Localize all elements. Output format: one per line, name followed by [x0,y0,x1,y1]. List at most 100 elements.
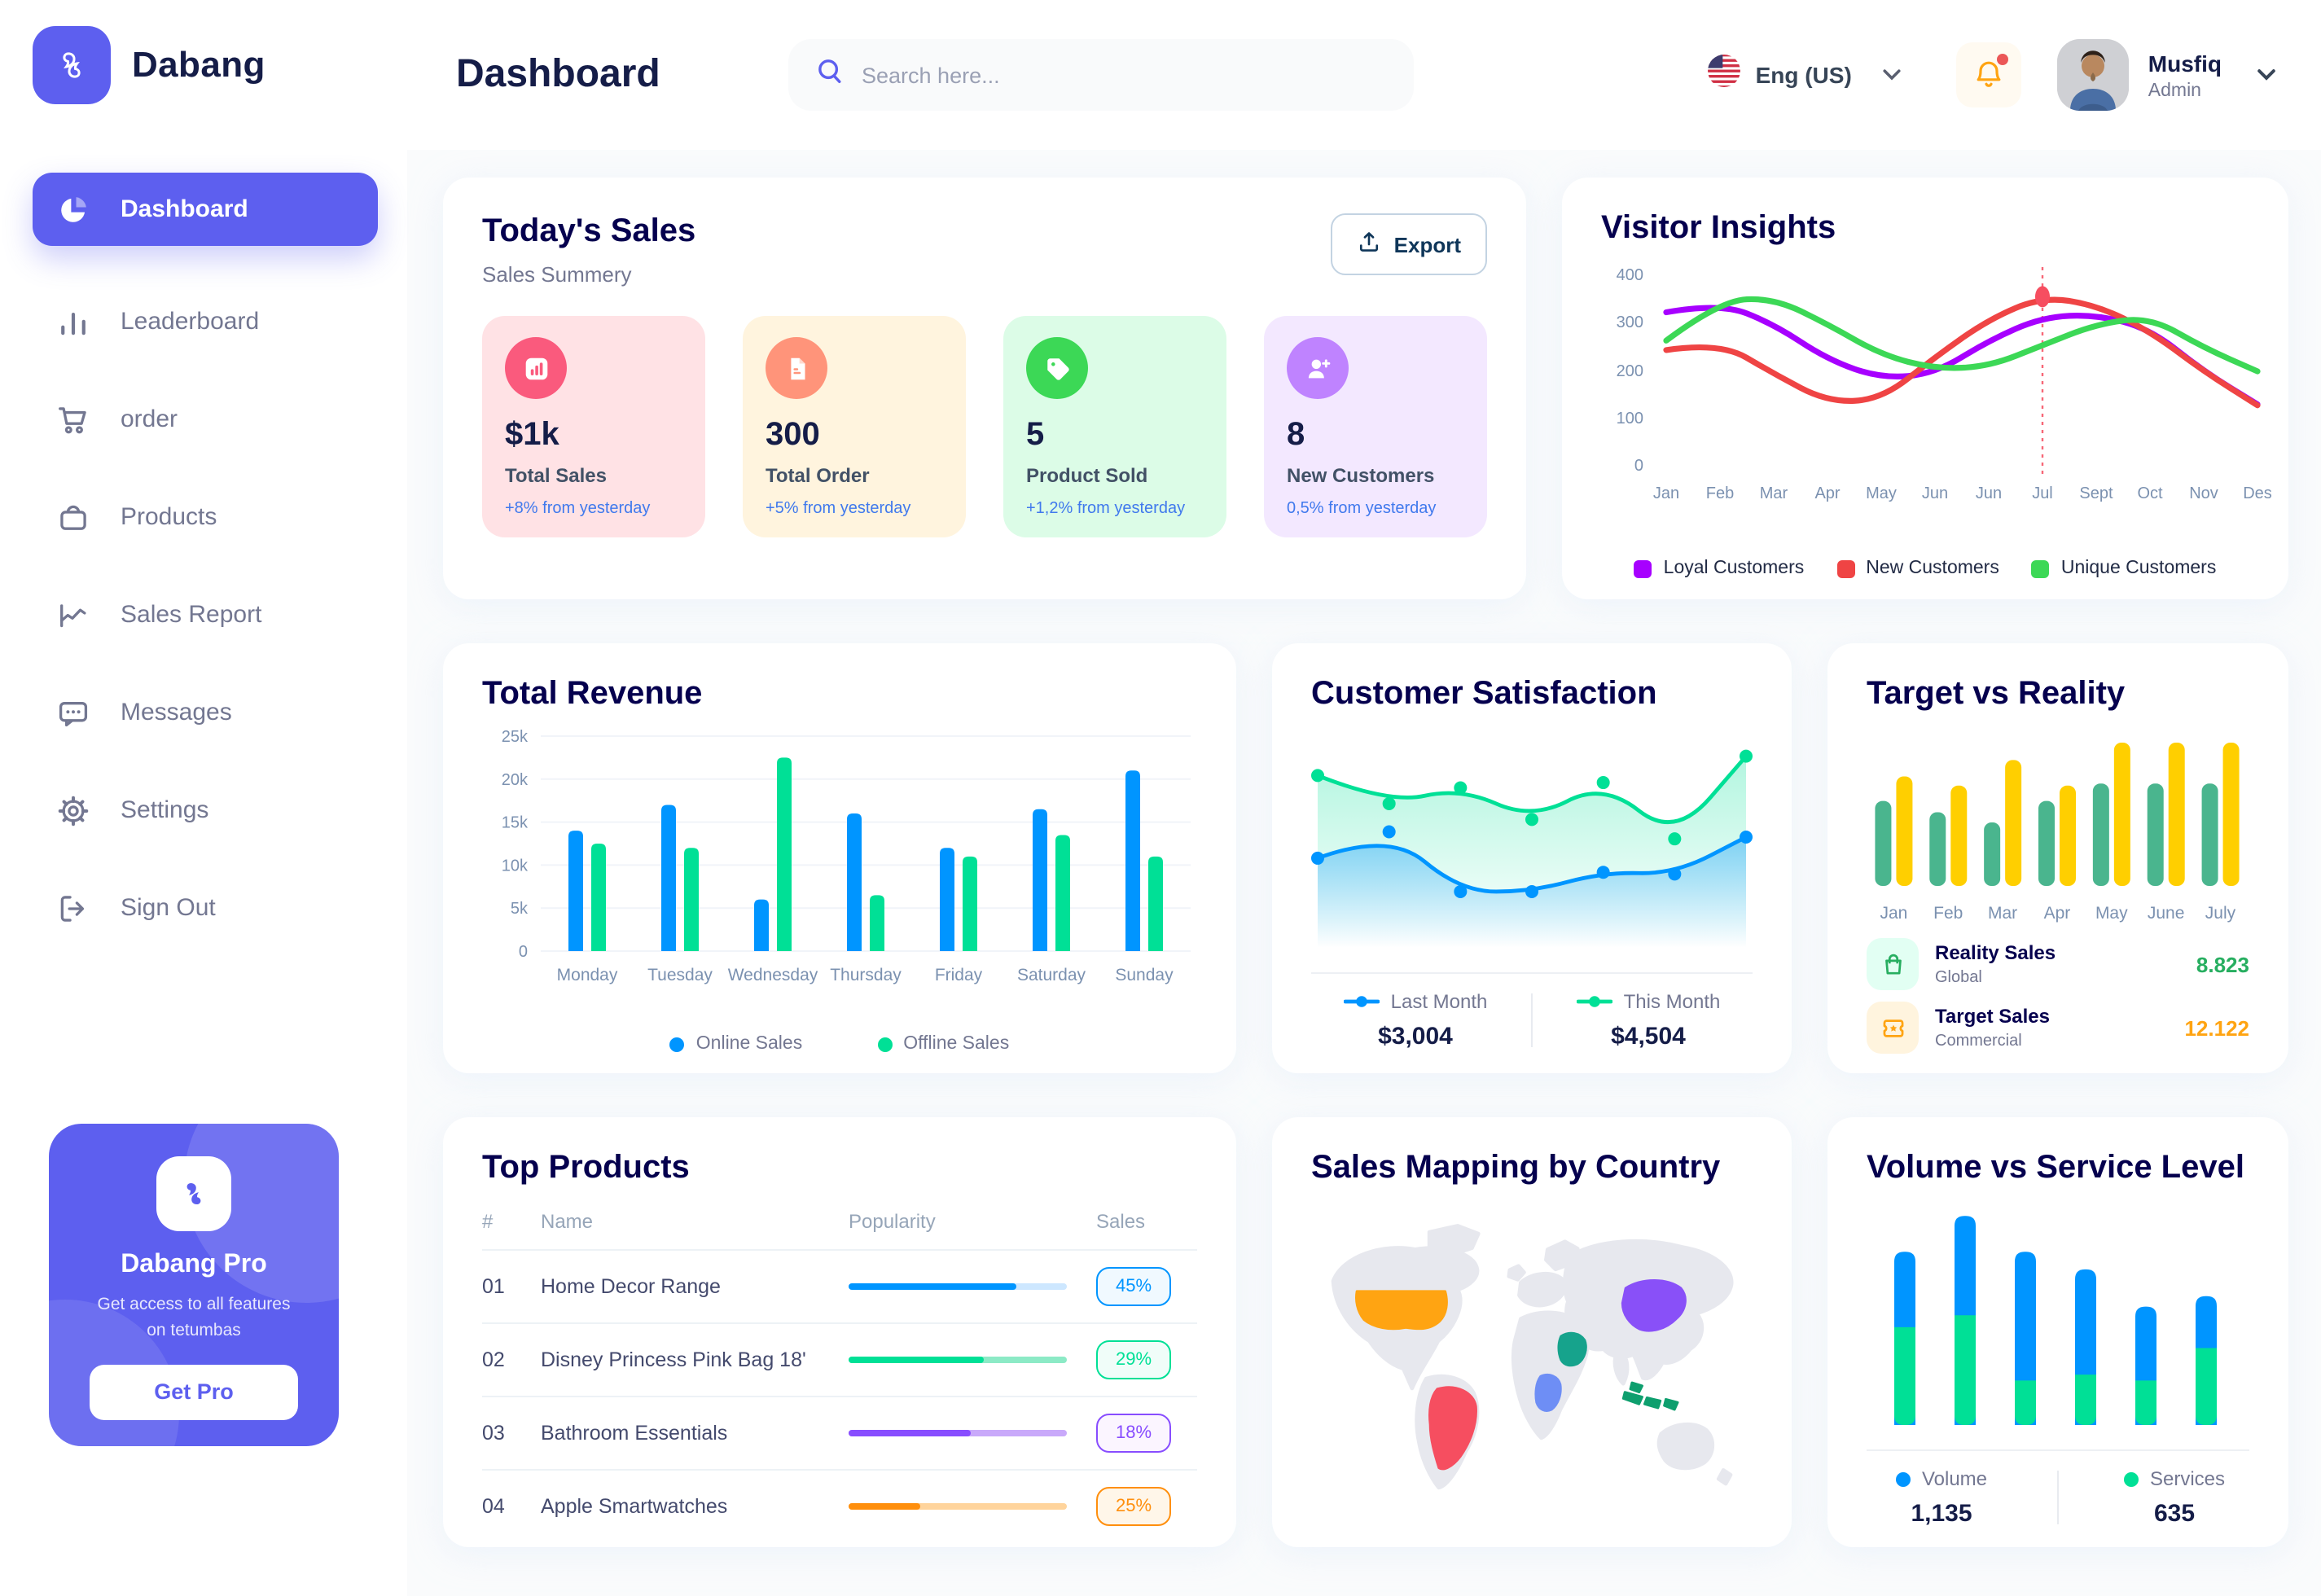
pro-upgrade-card: Dabang Pro Get access to all features on… [49,1124,339,1446]
language-label: Eng (US) [1755,62,1852,88]
svg-text:5k: 5k [511,900,529,918]
country-united-states [1355,1290,1448,1331]
gear-icon [55,792,91,828]
divider [2057,1471,2059,1524]
target-sales-row: Target Sales Commercial 12.122 [1867,1002,2249,1054]
sales-mapping-card: Sales Mapping by Country [1272,1117,1792,1547]
order-file-icon [766,337,827,399]
sidebar-item-label: Sales Report [121,601,262,629]
table-row: 04 Apple Smartwatches 25% [482,1471,1197,1542]
popularity-bar [849,1503,1067,1510]
page-title: Dashboard [456,52,660,96]
x-axis-labels: Jan Feb Mar Apr May June July [1880,904,2236,923]
search-bar [788,39,1414,111]
table-row: 01 Home Decor Range 45% [482,1251,1197,1324]
chevron-down-icon [2257,60,2275,90]
total-revenue-legend: Online Sales Offline Sales [443,1034,1236,1054]
sidebar: Dabang Dashboard Leaderboard order [0,0,407,1596]
sidebar-item-settings[interactable]: Settings [33,774,378,847]
search-icon [814,55,845,94]
us-flag-icon [1707,54,1741,96]
message-icon [55,695,91,730]
pro-logo-icon [156,1156,231,1231]
india [1612,1349,1630,1386]
language-selector[interactable]: Eng (US) [1707,54,1901,96]
search-input[interactable] [862,63,1388,87]
export-button[interactable]: Export [1330,213,1487,275]
table-header: # Name Popularity Sales [482,1210,1197,1251]
sidebar-item-messages[interactable]: Messages [33,676,378,749]
y-axis-labels: 400 300 200 100 0 [1616,267,1643,476]
user-name: Musfiq [2148,50,2222,76]
table-row: 02 Disney Princess Pink Bag 18' 29% [482,1324,1197,1397]
brand-name: Dabang [132,44,265,85]
customer-satisfaction-chart [1311,749,1753,948]
svg-text:Sunday: Sunday [1115,966,1174,984]
sidebar-item-order[interactable]: order [33,383,378,456]
world-map [1331,1224,1734,1490]
pie-chart-icon [55,191,91,227]
sidebar-item-label: Products [121,503,217,531]
svg-text:Tuesday: Tuesday [647,966,713,984]
stat-new-customers: 8 New Customers 0,5% from yesterday [1264,316,1487,537]
country-dr-congo [1534,1373,1562,1412]
target-vs-reality-legend: Reality Sales Global 8.823 Target Sales … [1867,938,2249,1054]
visitor-insights-card: Visitor Insights 400 300 200 100 0 Jan Feb Mar… [1562,178,2288,599]
line-marker-icon [1576,996,1612,1007]
sidebar-item-label: Messages [121,699,232,726]
sidebar-item-leaderboard[interactable]: Leaderboard [33,285,378,358]
svg-text:Friday: Friday [935,966,983,984]
sign-out-icon [55,890,91,926]
sidebar-item-label: Dashboard [121,195,248,223]
todays-sales-subtitle: Sales Summery [482,262,632,287]
line-chart-icon [55,597,91,633]
visitor-insights-chart: 400 300 200 100 0 Jan Feb Mar Apr May Jun Jun Jul Se… [1601,267,2272,515]
popularity-bar [849,1430,1067,1436]
sales-badge: 45% [1096,1267,1171,1306]
top-products-card: Top Products # Name Popularity Sales 01 … [443,1117,1236,1547]
divider [1531,993,1533,1047]
pro-description: Get access to all features on tetumbas [97,1295,291,1341]
customer-satisfaction-card: Customer Satisfaction Last Month $3,004 … [1272,643,1792,1073]
notifications-button[interactable] [1955,42,2021,107]
export-icon [1357,230,1381,259]
sales-mapping-title: Sales Mapping by Country [1311,1150,1721,1186]
customer-satisfaction-legend: Last Month $3,004 This Month $4,504 [1272,990,1792,1050]
sidebar-item-sales-report[interactable]: Sales Report [33,578,378,651]
australia [1656,1422,1715,1471]
get-pro-button[interactable]: Get Pro [90,1364,298,1420]
total-revenue-chart: 25k 20k 15k 10k 5k 0 Monday Tuesday Wednesday Thu… [502,728,1191,984]
target-vs-reality-title: Target vs Reality [1867,676,2126,712]
ticket-icon [1867,1002,1919,1054]
country-indonesia [1621,1381,1679,1411]
volume-service-chart [1894,1216,2217,1425]
total-revenue-card: Total Revenue 25k 20k 15k 10k 5k 0 Monday Tuesd… [443,643,1236,1073]
user-role: Admin [2148,81,2201,100]
svg-text:15k: 15k [502,814,529,832]
svg-text:25k: 25k [502,728,529,746]
user-info: Musfiq Admin [2148,50,2222,100]
country-saudi-arabia [1557,1331,1587,1367]
brand: Dabang [0,0,407,104]
divider [1867,1449,2249,1451]
content-area: Today's Sales Sales Summery Export $1k T [407,150,2321,1596]
top-products-title: Top Products [482,1150,690,1186]
stat-product-sold: 5 Product Sold +1,2% from yesterday [1003,316,1226,537]
topbar-right: Eng (US) Musfiq Admin [1707,39,2275,111]
bell-icon [1977,61,2001,87]
svg-text:10k: 10k [502,857,529,875]
stats-row: $1k Total Sales +8% from yesterday 300 T… [482,316,1487,537]
sidebar-nav: Dashboard Leaderboard order Products [0,173,407,945]
svg-text:0: 0 [519,943,528,961]
sidebar-item-dashboard[interactable]: Dashboard [33,173,378,246]
sidebar-item-label: Sign Out [121,894,216,922]
sidebar-item-label: Leaderboard [121,308,260,335]
topbar: Dashboard Eng (US) [407,0,2321,150]
target-vs-reality-card: Target vs Reality Jan Feb Mar Apr May June Jul… [1827,643,2288,1073]
sidebar-item-sign-out[interactable]: Sign Out [33,871,378,945]
svg-text:Monday: Monday [557,966,618,984]
sidebar-item-products[interactable]: Products [33,480,378,554]
user-menu[interactable]: Musfiq Admin [2056,39,2275,111]
cart-icon [55,401,91,437]
